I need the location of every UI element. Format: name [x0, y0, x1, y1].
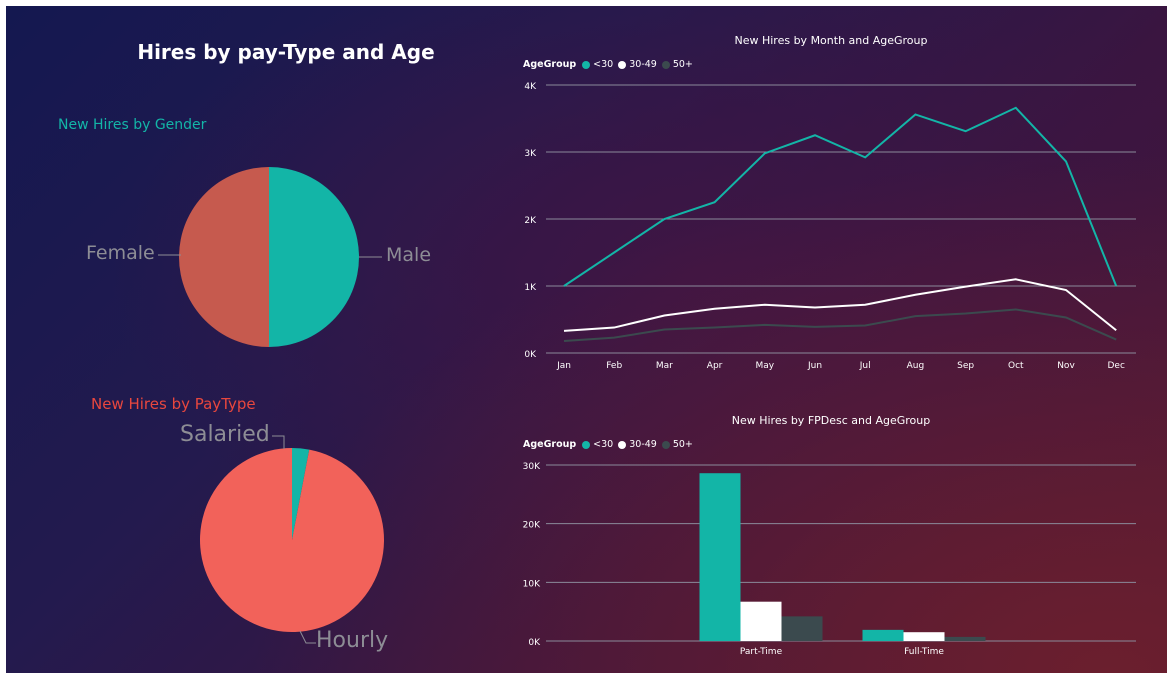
x-tick-label: Jan [556, 361, 571, 371]
legend-dot [661, 440, 670, 449]
paytype-chart-title: New Hires by PayType [91, 395, 256, 413]
x-tick-label: Nov [1057, 361, 1075, 371]
legend-item-30-49[interactable]: 30-49 [618, 59, 657, 70]
bar-chart-svg: 0K 10K 20K 30K Part-Time Full-Time [523, 462, 1136, 657]
leader-line-salaried [272, 435, 285, 449]
leader-line-hourly [299, 630, 316, 644]
legend-item-50plus[interactable]: 50+ [661, 439, 693, 450]
dashboard-canvas: Hires by pay-Type and Age New Hires by G… [6, 6, 1167, 673]
x-tick-label: Part-Time [740, 647, 783, 657]
y-tick-label: 0K [524, 350, 537, 360]
x-tick-label: Oct [1008, 361, 1024, 371]
bar[interactable] [944, 636, 986, 641]
pie-slice-hourly[interactable] [200, 448, 385, 633]
x-tick-label: Jul [859, 361, 871, 371]
series-line[interactable] [563, 106, 1118, 287]
series-line[interactable] [563, 308, 1117, 342]
y-tick-label: 1K [524, 283, 537, 293]
series-line[interactable] [563, 278, 1117, 332]
y-tick-label: 10K [523, 579, 541, 589]
legend-label: 30-49 [629, 439, 657, 450]
legend-dot [661, 60, 670, 69]
line-chart-legend: AgeGroup <30 30-49 50+ [523, 59, 698, 70]
bar[interactable] [862, 629, 904, 641]
x-tick-label: Aug [907, 361, 925, 371]
bar[interactable] [781, 616, 823, 641]
dashboard-title: Hires by pay-Type and Age [137, 40, 435, 64]
legend-title: AgeGroup [523, 59, 577, 70]
x-tick-label: Feb [606, 361, 622, 371]
y-tick-label: 4K [524, 82, 537, 92]
legend-label: <30 [593, 59, 614, 70]
x-tick-label: Sep [957, 361, 974, 371]
legend-item-under30[interactable]: <30 [582, 59, 613, 70]
x-tick-label: Apr [707, 361, 723, 371]
x-tick-label: Mar [656, 361, 673, 371]
legend-dot [582, 60, 591, 69]
y-tick-label: 0K [528, 638, 541, 648]
bar[interactable] [699, 473, 741, 641]
legend-item-30-49[interactable]: 30-49 [618, 439, 657, 450]
x-tick-label: Jun [807, 361, 822, 371]
legend-label: 50+ [672, 439, 693, 450]
bar[interactable] [740, 601, 782, 641]
y-tick-label: 20K [523, 521, 541, 531]
pie-slice-female[interactable] [179, 167, 269, 347]
legend-item-50plus[interactable]: 50+ [661, 59, 693, 70]
pie-label-female: Female [86, 242, 155, 264]
legend-label: 50+ [672, 59, 693, 70]
pie-label-salaried: Salaried [180, 422, 270, 447]
bar-chart-legend: AgeGroup <30 30-49 50+ [523, 439, 698, 450]
legend-title: AgeGroup [523, 439, 577, 450]
legend-dot [582, 440, 591, 449]
x-tick-label: Dec [1107, 361, 1124, 371]
pies-svg [158, 167, 385, 644]
y-tick-label: 3K [524, 149, 537, 159]
pie-label-male: Male [386, 244, 432, 266]
y-tick-label: 30K [523, 462, 541, 472]
legend-dot [618, 440, 627, 449]
bar-chart-title: New Hires by FPDesc and AgeGroup [731, 414, 931, 427]
pie-label-hourly: Hourly [316, 628, 389, 653]
bar[interactable] [903, 632, 945, 641]
x-tick-label: May [755, 361, 774, 371]
line-chart-svg: 0K 1K 2K 3K 4K Jan Feb Mar Apr May Jun Jul Aug Sep Oct… [524, 82, 1136, 371]
legend-label: 30-49 [629, 59, 657, 70]
pie-slice-male[interactable] [269, 167, 359, 347]
line-chart-title: New Hires by Month and AgeGroup [734, 34, 928, 47]
legend-dot [618, 60, 627, 69]
legend-item-under30[interactable]: <30 [582, 439, 613, 450]
pie-slice-salaried[interactable] [292, 448, 310, 540]
y-tick-label: 2K [524, 216, 537, 226]
x-tick-label: Full-Time [904, 647, 944, 657]
gender-chart-title: New Hires by Gender [58, 117, 207, 133]
legend-label: <30 [593, 439, 614, 450]
